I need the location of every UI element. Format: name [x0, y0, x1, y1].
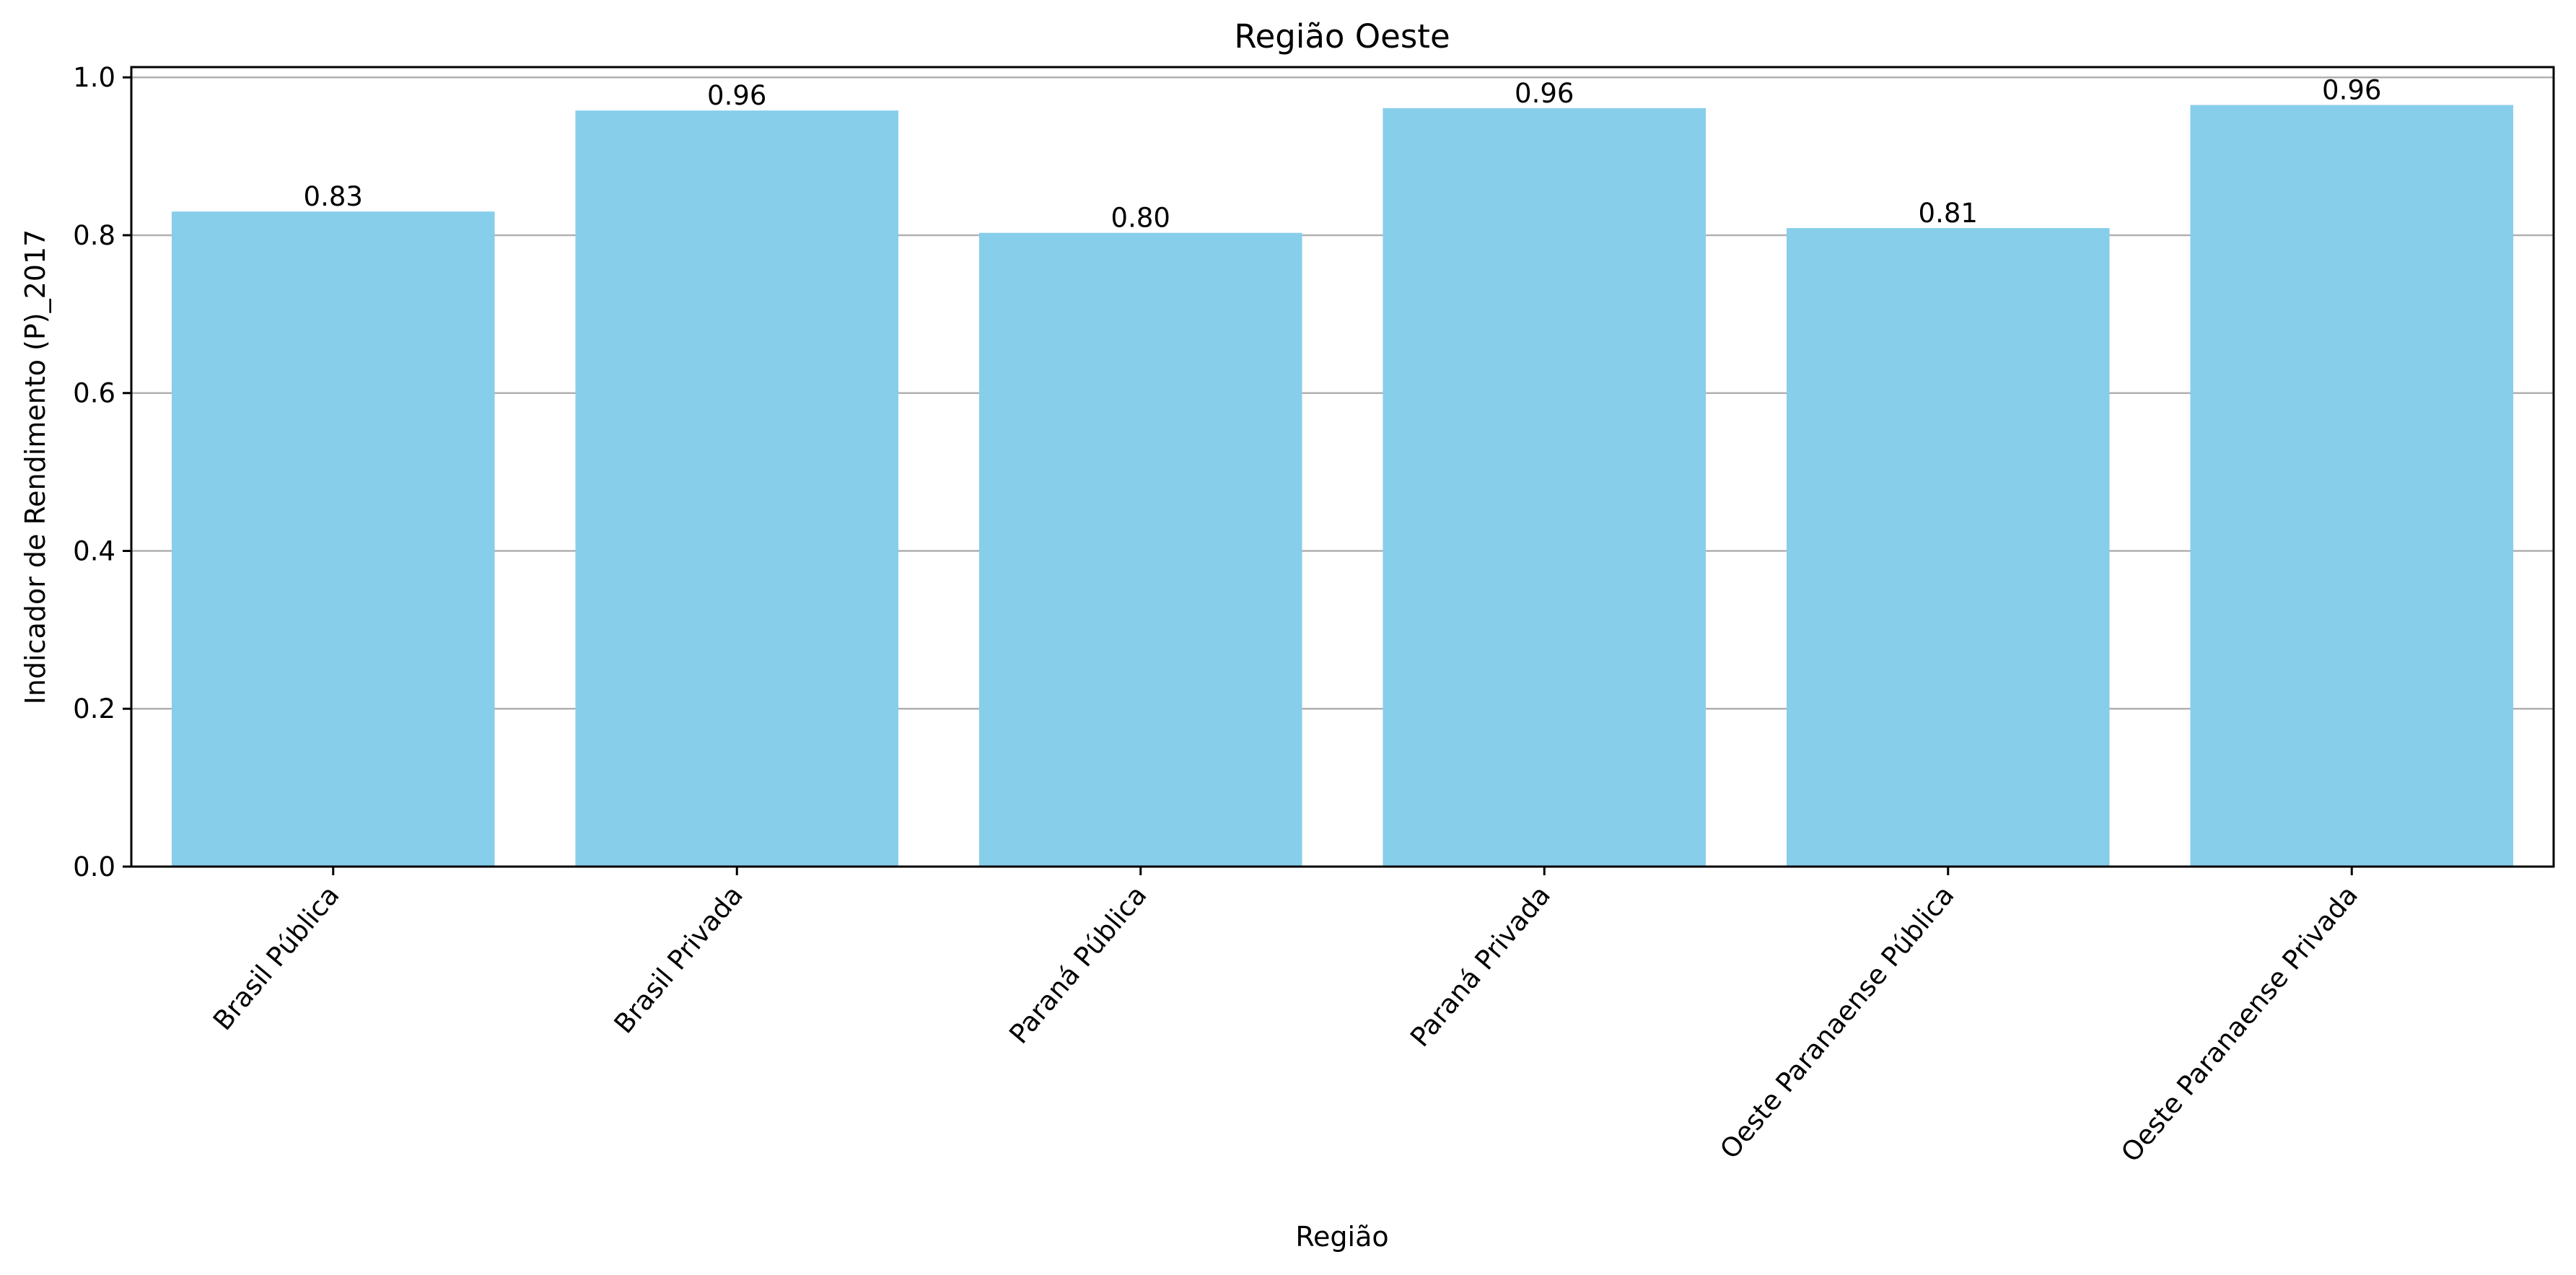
plot-frame — [130, 66, 2555, 868]
bar-value-label: 0.96 — [1515, 78, 1574, 109]
bars — [171, 105, 2514, 867]
y-axis-ticks: 0.0 0.2 0.4 0.6 0.8 1.0 — [73, 62, 131, 882]
y-tick-label: 0.4 — [73, 535, 115, 566]
bar-value-label: 0.80 — [1111, 203, 1170, 234]
x-tick-label: Paraná Pública — [1003, 880, 1152, 1049]
x-tick-label: Paraná Privada — [1404, 880, 1556, 1053]
bar — [2190, 105, 2514, 867]
y-tick-label: 1.0 — [73, 62, 115, 93]
y-tick-label: 0.0 — [73, 851, 115, 882]
bar-value-label: 0.81 — [1919, 198, 1978, 229]
x-tick-label: Oeste Paranaense Privada — [2115, 880, 2364, 1168]
bar — [171, 211, 495, 867]
bar — [978, 232, 1302, 867]
bar — [575, 110, 899, 867]
bar — [1786, 228, 2110, 867]
bar-value-labels: 0.83 0.96 0.80 0.96 0.81 0.96 — [304, 75, 2382, 234]
y-tick-label: 0.8 — [73, 220, 115, 251]
x-axis-ticks: Brasil Pública Brasil Privada Paraná Públi… — [207, 867, 2364, 1168]
y-tick-label: 0.6 — [73, 378, 115, 409]
bar-value-label: 0.83 — [304, 181, 363, 212]
bar — [1383, 108, 1707, 867]
x-tick-label: Oeste Paranaense Pública — [1714, 880, 1960, 1165]
bar-value-label: 0.96 — [2322, 75, 2381, 106]
bar-value-label: 0.96 — [707, 80, 766, 111]
x-axis-label: Região — [1295, 1221, 1388, 1253]
y-axis-label: Indicador de Rendimento (P)_2017 — [19, 229, 51, 705]
x-tick-label: Brasil Pública — [207, 880, 346, 1036]
chart-title: Região Oeste — [1234, 17, 1450, 56]
x-tick-label: Brasil Privada — [608, 880, 749, 1039]
y-tick-label: 0.2 — [73, 693, 115, 724]
